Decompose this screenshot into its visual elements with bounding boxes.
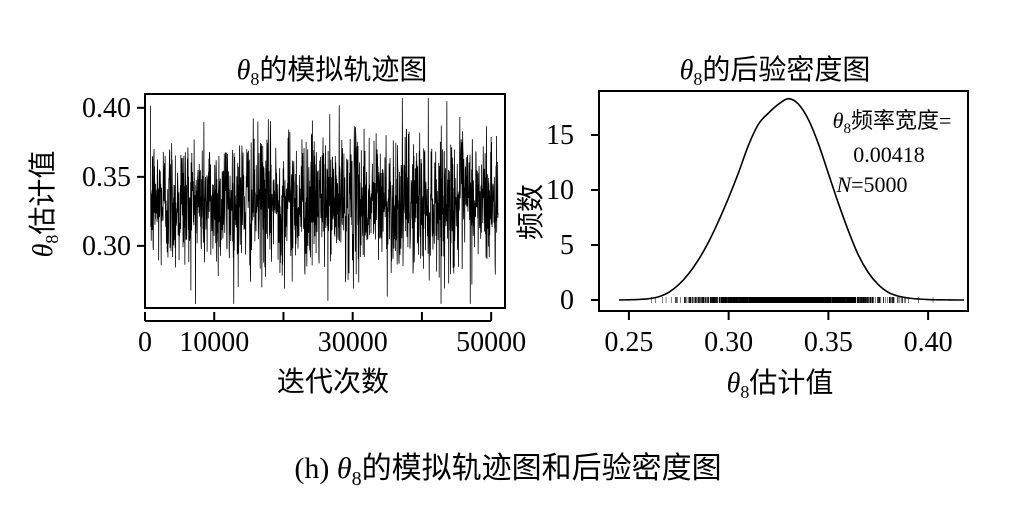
density-x-tick-label: 0.40: [904, 327, 953, 358]
density-xlabel-subscript: 8: [740, 382, 749, 402]
trace-plot: θ8的模拟轨迹图 0.300.350.40 0 10000 30000 50000 迭…: [27, 54, 526, 398]
caption-symbol: θ: [337, 452, 352, 485]
figure-caption: (h) θ8的模拟轨迹图和后验密度图: [294, 452, 721, 490]
caption-subscript: 8: [352, 468, 362, 490]
trace-y-tick-label: 0.35: [82, 162, 131, 193]
density-title-symbol: θ: [680, 55, 694, 86]
trace-x-tick-label: 50000: [456, 327, 526, 358]
annotation-bandwidth-value: 0.00418: [853, 142, 925, 167]
density-y-tick-label: 10: [546, 175, 574, 206]
density-y-tick-label: 15: [546, 120, 574, 151]
density-xlabel-symbol: θ: [727, 368, 741, 399]
annotation-bandwidth-label: θ8频率宽度=: [833, 108, 952, 137]
annotation-subscript: 8: [843, 121, 851, 137]
trace-plot-frame: [144, 93, 506, 309]
trace-ylabel-subscript: 8: [42, 235, 62, 244]
trace-y-axis-label: θ8估计值: [27, 151, 62, 258]
trace-x-tick-label: 0: [138, 327, 152, 358]
trace-ylabel-symbol: θ: [28, 243, 59, 257]
annotation-n-symbol: N: [835, 172, 852, 197]
density-x-tick-label: 0.25: [604, 327, 653, 358]
density-x-axis: 0.25 0.30 0.35 0.40: [604, 311, 953, 358]
annotation-symbol: θ: [833, 108, 844, 133]
trace-x-tick-label: 10000: [179, 327, 249, 358]
annotation-n-value: =5000: [851, 172, 907, 197]
trace-x-axis: 0 10000 30000 50000: [138, 312, 526, 358]
trace-title-subscript: 8: [250, 69, 259, 89]
trace-y-axis: 0.30 0.35 0.40: [82, 93, 145, 262]
trace-y-tick-label: 0.40: [82, 93, 131, 124]
density-x-tick-label: 0.30: [704, 327, 753, 358]
trace-title-text: 的模拟轨迹图: [259, 54, 427, 86]
density-y-tick-label: 0: [560, 285, 574, 316]
trace-line-layer: [150, 98, 499, 304]
density-title-subscript: 8: [693, 69, 702, 89]
density-title-text: 的后验密度图: [702, 54, 870, 86]
density-x-tick-label: 0.35: [804, 327, 853, 358]
annotation-sample-size: N=5000: [835, 172, 907, 197]
trace-title-symbol: θ: [237, 55, 251, 86]
density-y-axis: 0 5 10 15: [546, 120, 599, 316]
density-annotation: θ8频率宽度= 0.00418 N=5000: [833, 108, 952, 197]
density-xlabel-text: 估计值: [749, 367, 833, 399]
trace-plot-title: θ8的模拟轨迹图: [237, 54, 428, 89]
density-y-axis-label: 频数: [515, 184, 547, 240]
density-rug-marks: [651, 297, 934, 303]
trace-ylabel-text: 估计值: [27, 151, 59, 235]
trace-x-tick-label: 30000: [318, 327, 388, 358]
density-plot-title: θ8的后验密度图: [680, 54, 871, 89]
density-y-tick-label: 5: [560, 230, 574, 261]
trace-x-axis-label: 迭代次数: [277, 366, 389, 398]
density-rug-layer: [651, 297, 934, 303]
density-x-axis-label: θ8估计值: [727, 367, 834, 402]
caption-text: 的模拟轨迹图和后验密度图: [362, 452, 722, 485]
annotation-bandwidth-text: 频率宽度=: [851, 108, 951, 133]
density-curve: [618, 97, 965, 301]
trace-series-line: [150, 98, 499, 304]
caption-prefix: (h): [294, 452, 329, 485]
trace-y-tick-label: 0.30: [82, 231, 131, 262]
density-plot-frame: [598, 90, 969, 312]
